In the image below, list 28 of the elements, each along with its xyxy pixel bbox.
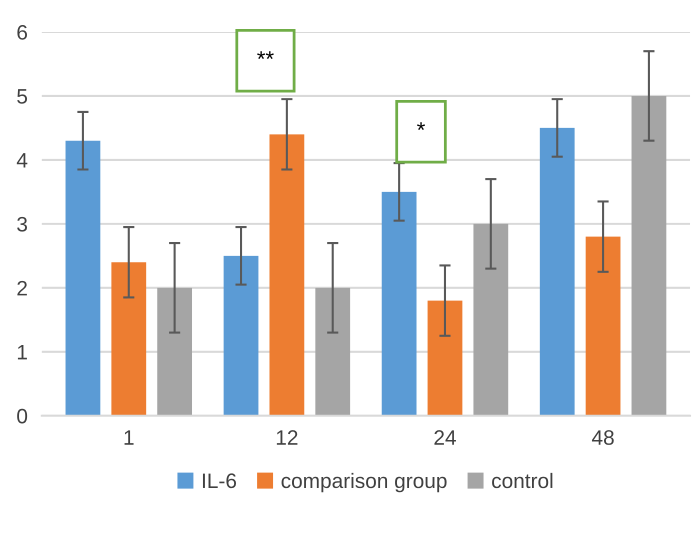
bar — [540, 128, 575, 416]
bar — [473, 224, 508, 416]
bar — [66, 140, 100, 416]
bar — [224, 256, 258, 416]
legend-label: control — [492, 472, 552, 488]
y-tick-label: 1 — [18, 344, 27, 360]
bar — [269, 134, 304, 416]
bar — [428, 300, 462, 416]
annotation: ** — [257, 51, 274, 60]
bar — [382, 192, 417, 416]
x-tick-label: 48 — [592, 430, 614, 445]
annotation: * — [417, 122, 425, 130]
x-tick-label: 24 — [434, 430, 456, 445]
bar — [632, 96, 666, 416]
y-tick-label: 3 — [17, 216, 28, 232]
x-tick-label: 1 — [124, 430, 134, 445]
bar — [111, 262, 146, 416]
legend-label: comparison group — [282, 472, 447, 492]
y-tick-label: 5 — [17, 89, 28, 104]
bar — [157, 288, 192, 416]
x-tick-label: 12 — [276, 430, 298, 445]
bar — [586, 236, 620, 416]
y-tick-label: 2 — [17, 280, 27, 296]
y-tick-label: 0 — [17, 408, 28, 424]
y-tick-label: 6 — [17, 24, 28, 40]
bar — [315, 288, 350, 416]
legend-label: IL-6 — [202, 473, 236, 488]
y-tick-label: 4 — [16, 153, 28, 168]
